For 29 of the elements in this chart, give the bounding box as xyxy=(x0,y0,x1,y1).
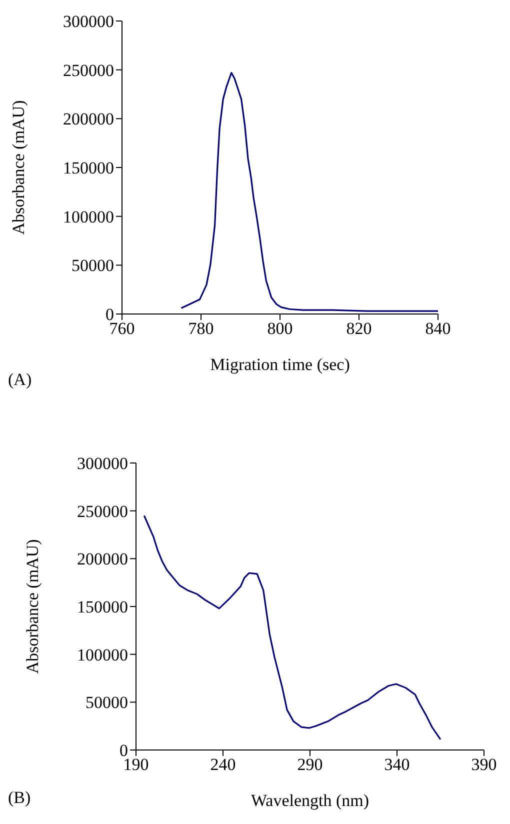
y-axis-title: Absorbance (mAU) xyxy=(23,539,42,674)
y-tick-label: 50000 xyxy=(72,256,114,276)
x-tick-label: 340 xyxy=(384,755,410,774)
y-tick-label: 250000 xyxy=(63,60,114,80)
y-tick-label: 100000 xyxy=(77,645,128,664)
y-tick-label: 300000 xyxy=(63,12,114,32)
x-axis-title: Wavelength (nm) xyxy=(250,791,370,810)
x-tick-label: 820 xyxy=(346,319,372,338)
y-tick-label: 200000 xyxy=(77,550,128,569)
x-tick-label: 800 xyxy=(267,319,293,338)
x-tick-label: 840 xyxy=(425,319,451,338)
y-tick-label: 250000 xyxy=(77,502,128,521)
y-tick-label: 100000 xyxy=(63,207,114,226)
y-tick-label: 150000 xyxy=(63,158,114,178)
x-tick-label: 390 xyxy=(471,755,497,774)
y-tick-label: 50000 xyxy=(86,693,128,712)
line-series xyxy=(180,72,438,312)
text: (B) xyxy=(8,788,31,808)
y-axis-title: Absorbance (mAU) xyxy=(9,100,28,235)
x-tick-label: 780 xyxy=(188,319,214,338)
y-tick-label: 200000 xyxy=(63,110,114,129)
x-axis-title: Migration time (sec) xyxy=(210,355,350,374)
y-tick-label: 300000 xyxy=(77,454,128,474)
x-tick-label: 290 xyxy=(297,755,323,774)
x-tick-label: 240 xyxy=(210,755,236,774)
y-tick-label: 150000 xyxy=(77,598,128,617)
x-tick-label: 760 xyxy=(109,319,135,338)
text: (A) xyxy=(8,370,32,390)
line-series xyxy=(143,514,442,740)
